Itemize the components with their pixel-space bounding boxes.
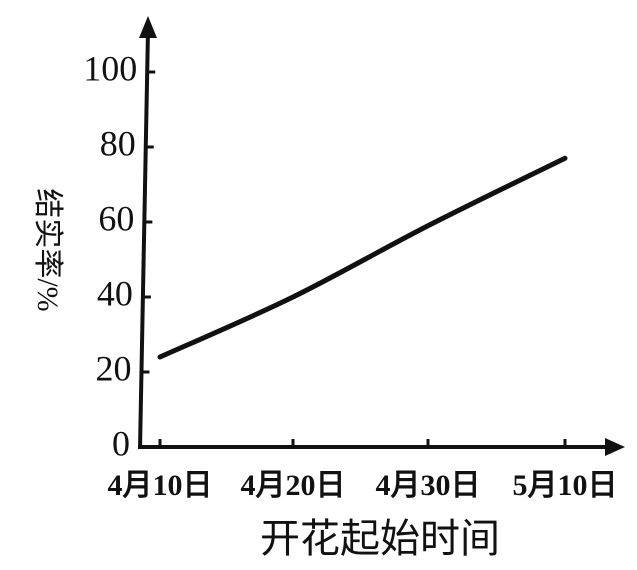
x-tick-label: 4月10日 [108, 469, 213, 502]
x-axis-arrow [605, 438, 625, 456]
x-tick-label: 4月20日 [241, 469, 346, 502]
y-tick-label: 20 [95, 348, 131, 388]
x-axis-title: 开花起始时间 [260, 516, 500, 561]
y-axis-title: 结实率/% [31, 188, 64, 311]
y-axis [138, 29, 150, 450]
x-tick-label: 4月30日 [376, 469, 481, 502]
y-tick-label: 100 [83, 48, 137, 88]
y-tick-label: 60 [98, 198, 134, 238]
line [157, 155, 568, 360]
y-axis-arrow [139, 16, 157, 38]
y-tick-label: 40 [97, 273, 133, 313]
x-tick-label: 5月10日 [513, 469, 618, 502]
y-tick-label: 0 [112, 423, 130, 463]
y-tick-label: 80 [100, 123, 136, 163]
